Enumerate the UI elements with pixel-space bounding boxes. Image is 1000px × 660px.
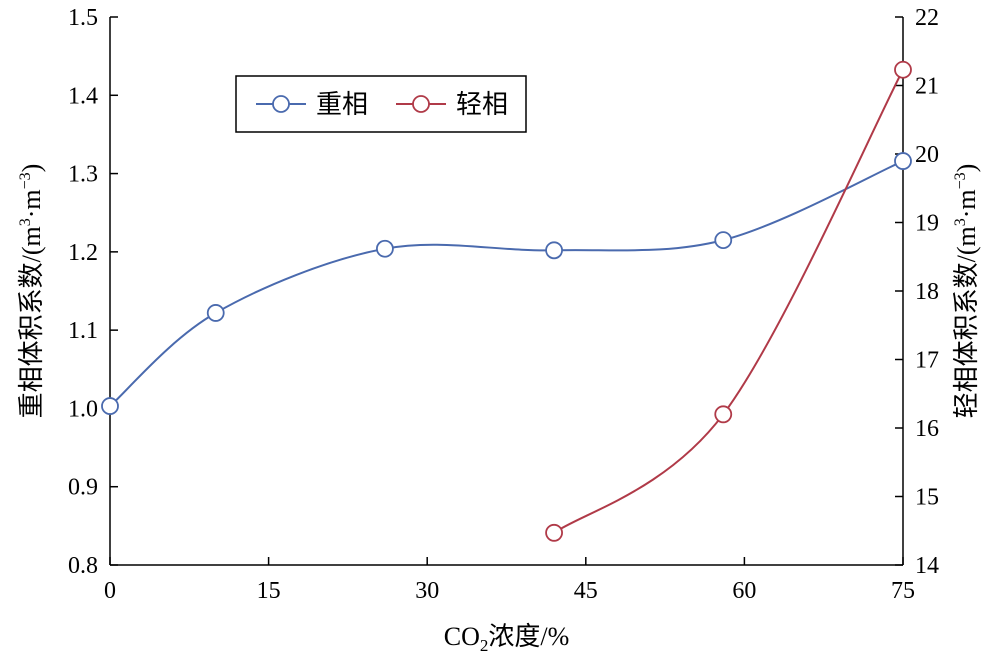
x-tick-label: 15: [257, 578, 281, 604]
y-left-title-sup1: 3: [17, 218, 34, 226]
y-right-tick-label: 15: [915, 485, 939, 511]
data-point: [714, 405, 733, 424]
x-axis-title-subscript: 2: [480, 636, 489, 655]
y-right-title-end: ): [952, 164, 981, 173]
data-point: [101, 397, 119, 415]
data-point: [894, 60, 912, 79]
series-layer: [101, 60, 912, 542]
series-line: [553, 69, 904, 534]
series-line: [109, 160, 904, 407]
y-right-tick-label: 19: [915, 211, 939, 237]
y-left-tick-label: 1.5: [68, 5, 98, 31]
data-point: [545, 523, 563, 542]
y-left-axis-title: 重相体积系数/(m3·m−3): [17, 164, 46, 419]
y-right-title-sup1: 3: [952, 218, 969, 226]
axes-layer: 0 15 30 45 60 75 0.8 0.9 1.0 1.1 1.2 1.3 1.4 1.5 14 15 1…: [68, 5, 939, 604]
y-right-tick-label: 17: [915, 348, 939, 374]
legend-marker: [272, 95, 290, 113]
y-left-tick-label: 0.8: [68, 553, 98, 579]
y-right-tick-label: 22: [915, 5, 939, 31]
y-right-tick-label: 21: [915, 74, 939, 100]
y-right-tick-label: 14: [915, 553, 939, 579]
y-left-tick-label: 1.3: [68, 162, 98, 188]
y-right-title-mid: ·m: [952, 189, 981, 218]
y-left-tick-label: 1.4: [68, 83, 98, 109]
legend-label: 轻相: [456, 90, 508, 119]
y-left-tick-label: 1.0: [68, 396, 98, 422]
x-tick-label: 75: [891, 578, 915, 604]
y-left-tick-label: 1.1: [68, 318, 98, 344]
y-left-title-text: 重相体积系数/(m: [17, 226, 46, 418]
data-point: [206, 304, 225, 322]
x-tick-label: 30: [415, 578, 439, 604]
legend-marker: [412, 95, 430, 113]
legend: 重相 轻相: [235, 75, 527, 133]
y-left-title-sup2: −3: [17, 172, 34, 189]
data-point: [894, 152, 912, 170]
data-point: [545, 241, 563, 260]
y-right-axis-title: 轻相体积系数/(m3·m−3): [952, 164, 981, 419]
x-axis-title-prefix: CO: [444, 622, 480, 651]
y-left-tick-label: 1.2: [68, 240, 98, 266]
y-right-tick-label: 20: [915, 142, 939, 168]
x-tick-label: 45: [574, 578, 598, 604]
y-right-tick-label: 18: [915, 279, 939, 305]
y-right-title-text: 轻相体积系数/(m: [952, 226, 981, 418]
x-tick-label: 0: [104, 578, 116, 604]
y-right-title-sup2: −3: [952, 172, 969, 189]
legend-label: 重相: [316, 90, 368, 119]
x-axis-title-suffix: 浓度/%: [488, 622, 569, 651]
x-axis-title: CO2浓度/%: [444, 622, 570, 655]
data-point: [376, 239, 394, 258]
x-tick-label: 60: [732, 578, 756, 604]
y-right-tick-label: 16: [915, 416, 939, 442]
y-left-title-end: ): [17, 164, 46, 173]
data-point: [714, 231, 733, 250]
y-left-title-mid: ·m: [17, 189, 46, 218]
y-left-tick-label: 0.9: [68, 475, 98, 501]
